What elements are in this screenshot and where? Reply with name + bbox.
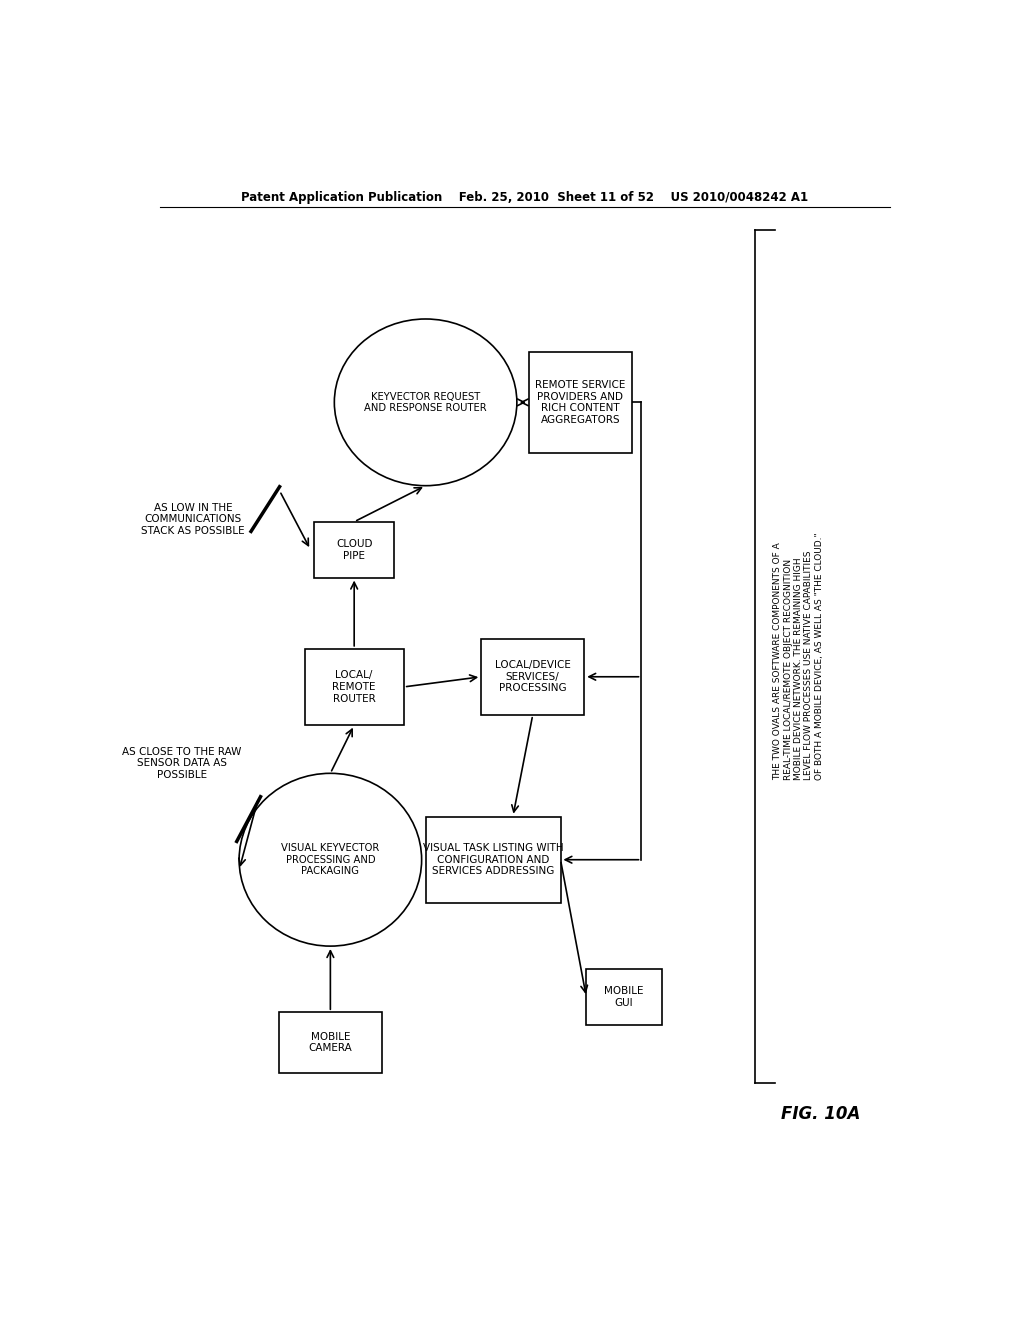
- Text: VISUAL TASK LISTING WITH
CONFIGURATION AND
SERVICES ADDRESSING: VISUAL TASK LISTING WITH CONFIGURATION A…: [423, 843, 563, 876]
- Text: Patent Application Publication    Feb. 25, 2010  Sheet 11 of 52    US 2010/00482: Patent Application Publication Feb. 25, …: [242, 190, 808, 203]
- Text: FIG. 10A: FIG. 10A: [781, 1105, 860, 1123]
- Text: AS LOW IN THE
COMMUNICATIONS
STACK AS POSSIBLE: AS LOW IN THE COMMUNICATIONS STACK AS PO…: [141, 503, 245, 536]
- Bar: [481, 639, 585, 715]
- Text: REMOTE SERVICE
PROVIDERS AND
RICH CONTENT
AGGREGATORS: REMOTE SERVICE PROVIDERS AND RICH CONTEN…: [536, 380, 626, 425]
- Text: LOCAL/
REMOTE
ROUTER: LOCAL/ REMOTE ROUTER: [333, 671, 376, 704]
- Text: MOBILE
CAMERA: MOBILE CAMERA: [308, 1032, 352, 1053]
- Bar: [314, 521, 394, 578]
- Text: LOCAL/DEVICE
SERVICES/
PROCESSING: LOCAL/DEVICE SERVICES/ PROCESSING: [495, 660, 570, 693]
- Bar: [528, 351, 632, 453]
- Text: MOBILE
GUI: MOBILE GUI: [604, 986, 644, 1007]
- Ellipse shape: [240, 774, 422, 946]
- Bar: [304, 649, 403, 725]
- Text: CLOUD
PIPE: CLOUD PIPE: [336, 539, 373, 561]
- Text: VISUAL KEYVECTOR
PROCESSING AND
PACKAGING: VISUAL KEYVECTOR PROCESSING AND PACKAGIN…: [282, 843, 380, 876]
- Ellipse shape: [334, 319, 517, 486]
- Text: KEYVECTOR REQUEST
AND RESPONSE ROUTER: KEYVECTOR REQUEST AND RESPONSE ROUTER: [365, 392, 487, 413]
- Bar: [587, 969, 662, 1024]
- Text: THE TWO OVALS ARE SOFTWARE COMPONENTS OF A
REAL-TIME LOCAL/REMOTE OBJECT RECOGNI: THE TWO OVALS ARE SOFTWARE COMPONENTS OF…: [773, 533, 824, 780]
- Bar: [279, 1012, 382, 1073]
- Text: AS CLOSE TO THE RAW
SENSOR DATA AS
POSSIBLE: AS CLOSE TO THE RAW SENSOR DATA AS POSSI…: [122, 747, 242, 780]
- Bar: [426, 817, 560, 903]
